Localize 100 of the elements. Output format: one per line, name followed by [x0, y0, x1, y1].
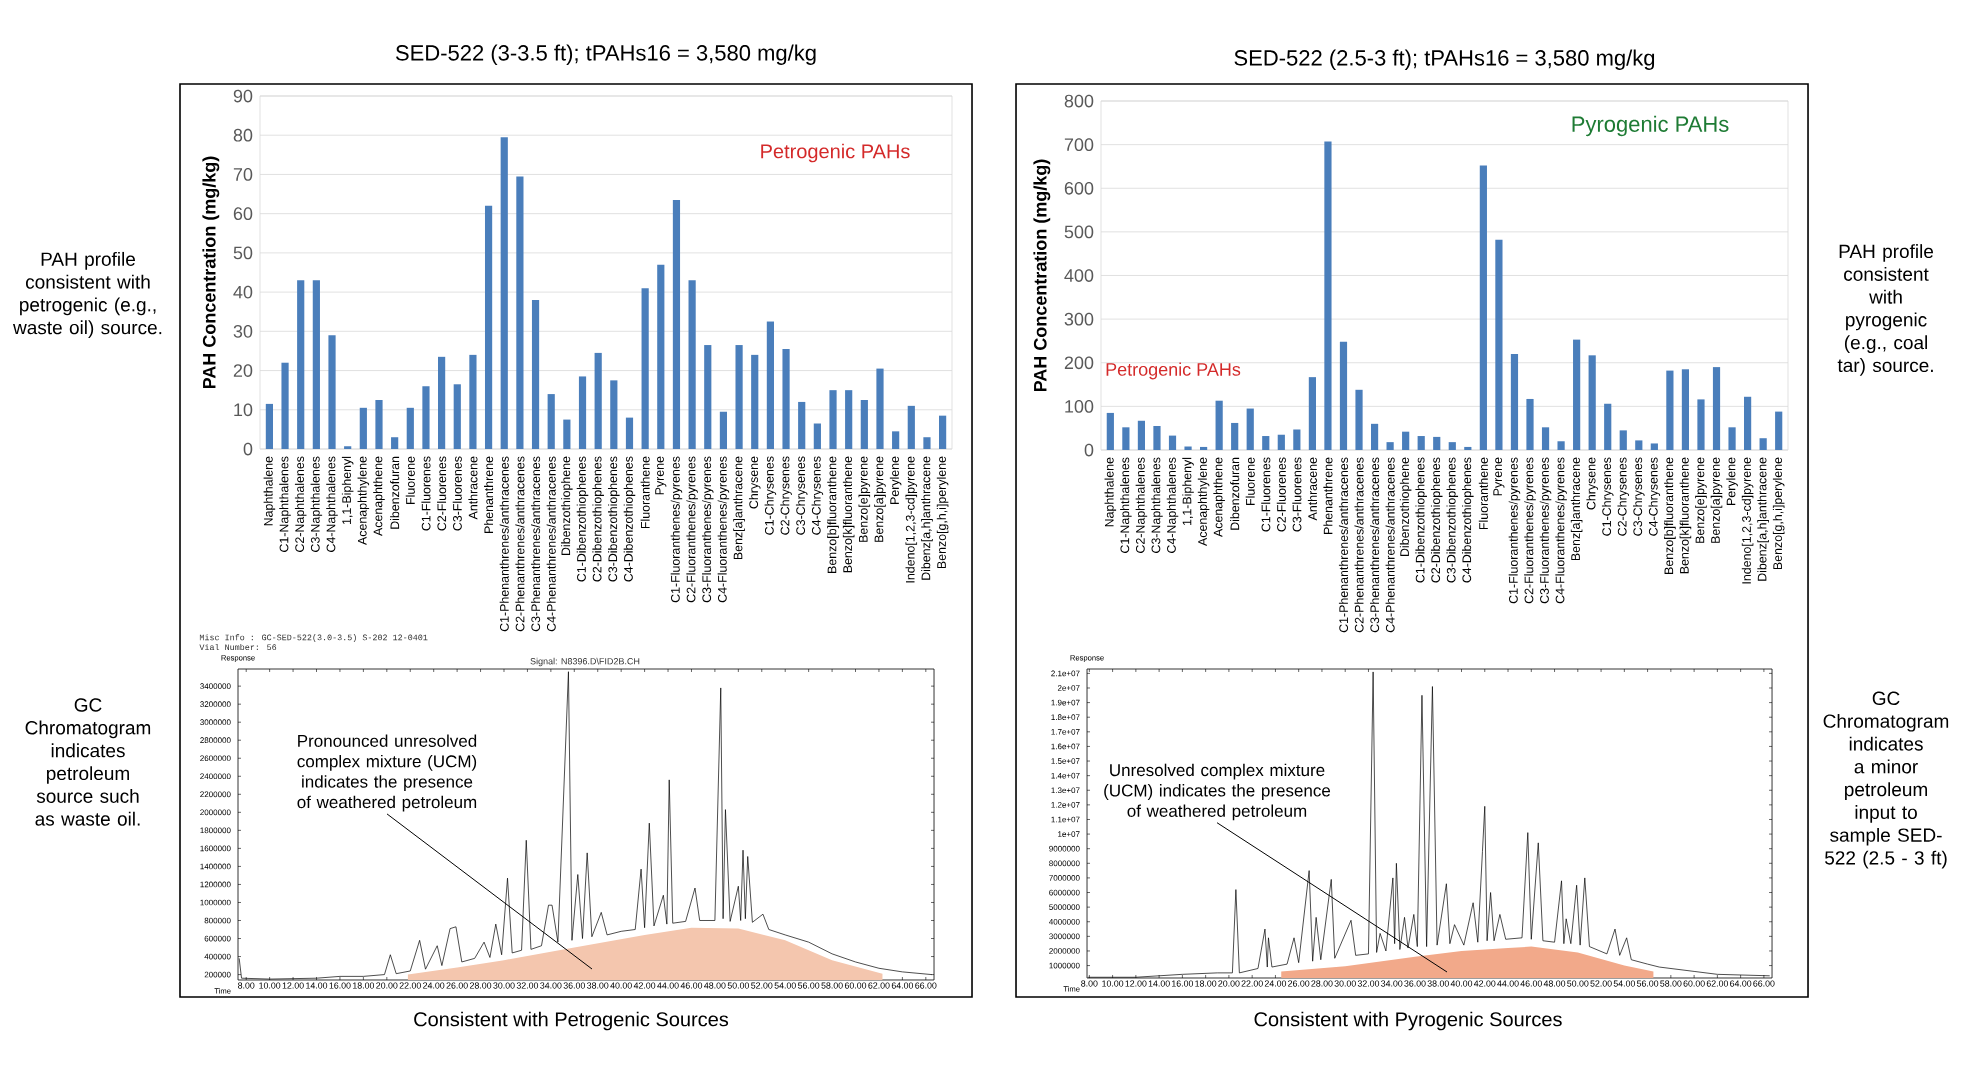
- x-tick-label: Dibenzothiophene: [561, 456, 573, 555]
- y-tick-label: 30: [233, 324, 253, 338]
- bar: [563, 419, 571, 449]
- bar: [1137, 420, 1146, 450]
- y-tick-label: 500: [1064, 225, 1094, 239]
- x-tick-label: 44.00: [1497, 980, 1519, 987]
- bar: [1386, 442, 1394, 450]
- bar: [813, 423, 821, 449]
- x-tick-label: C2-Fluorenes: [1276, 457, 1286, 532]
- bar: [1308, 377, 1316, 450]
- y-tick-label: 20: [233, 364, 253, 377]
- y-tick-label: 5000000: [1049, 904, 1080, 910]
- x-tick-label: 66.00: [915, 982, 937, 989]
- x-tick-label: 52.00: [751, 982, 773, 989]
- y-tick-label: 400000: [204, 953, 231, 960]
- bar: [312, 280, 320, 449]
- bar: [1262, 436, 1270, 450]
- bar: [375, 399, 383, 449]
- x-tick-label: Anthracene: [1307, 457, 1317, 521]
- bar: [1744, 396, 1752, 450]
- x-tick-label: 64.00: [891, 982, 914, 989]
- y-tick-label: 2000000: [1049, 948, 1080, 954]
- y-tick-label: 1.1e+07: [1051, 816, 1080, 823]
- x-tick-label: 60.00: [844, 982, 867, 989]
- x-tick-label: Dibenz[a,h]anthracene: [921, 456, 933, 580]
- x-tick-label: 12.00: [1125, 980, 1147, 987]
- x-tick-label: Benzo[k]fluoranthene: [842, 456, 855, 573]
- y-tick-label: 3000000: [1049, 933, 1080, 940]
- x-tick-label: C1-Fluorenes: [1261, 457, 1271, 532]
- x-tick-label: Benz[a]anthracene: [1570, 457, 1583, 561]
- y-tick-label: 80: [233, 128, 253, 142]
- bar: [1293, 429, 1301, 450]
- x-tick-label: 16.00: [329, 982, 351, 989]
- bar: [1650, 443, 1658, 450]
- x-tick-label: Perylene: [1726, 457, 1738, 505]
- y-tick-label: 1.2e+07: [1051, 802, 1080, 808]
- bar: [1339, 341, 1348, 450]
- y-tick-label: 8000000: [1049, 860, 1080, 867]
- x-tick-label: C2-Fluoranthenes/pyrenes: [1524, 457, 1536, 604]
- bar: [1277, 434, 1285, 450]
- bar: [735, 345, 743, 449]
- y-tick-label: 50: [233, 246, 253, 260]
- y-tick-label: 1e+07: [1058, 831, 1080, 837]
- bar: [1510, 354, 1519, 450]
- y-tick-label: 400: [1064, 269, 1094, 282]
- bar: [1153, 426, 1161, 450]
- chart-title: SED-522 (2.5-3 ft); tPAHs16 = 3,580 mg/kg: [1234, 49, 1655, 71]
- bar: [484, 205, 493, 449]
- x-tick-label: Dibenzothiophene: [1399, 457, 1412, 556]
- y-tick-label: 200: [1064, 356, 1094, 370]
- x-tick-label: Anthracene: [468, 456, 478, 520]
- bar: [1541, 427, 1550, 450]
- bar: [625, 417, 634, 449]
- text: Misc Info : GC-SED-522(3.0-3.5) S-202 12-0401: [199, 634, 428, 642]
- x-tick-label: C4-Phenanthrenes/anthracenes: [546, 456, 556, 632]
- x-tick-label: C4-Dibenzothiophenes: [1462, 457, 1474, 583]
- x-tick-label: 22.00: [1241, 980, 1263, 987]
- x-tick-label: C1-Phenanthrenes/anthracenes: [499, 456, 509, 632]
- y-tick-label: 1.6e+07: [1051, 743, 1080, 750]
- y-tick-label: 0: [243, 442, 253, 456]
- y-tick-label: 1.5e+07: [1051, 758, 1080, 764]
- text: PAH profile consistent with petrogenic (e.g., waste oil) source.: [13, 251, 162, 339]
- bar: [1324, 141, 1332, 450]
- bar: [359, 407, 367, 449]
- x-tick-label: C2-Fluoranthenes/pyrenes: [686, 456, 698, 603]
- x-tick-label: C1-Chrysenes: [1601, 457, 1614, 536]
- y-tick-label: 600000: [204, 935, 231, 942]
- x-tick-label: 1,1-Biphenyl: [1182, 457, 1194, 526]
- x-tick-label: 36.00: [563, 982, 585, 989]
- y-tick-label: 3400000: [200, 683, 231, 689]
- bar: [391, 437, 399, 449]
- x-tick-label: C1-Fluorenes: [421, 456, 431, 531]
- bar: [438, 356, 446, 449]
- bar: [1588, 355, 1596, 450]
- x-tick-label: C4-Dibenzothiophenes: [623, 456, 636, 582]
- bar: [469, 354, 477, 449]
- x-tick-label: Benz[a]anthracene: [733, 456, 745, 560]
- x-tick-label: 66.00: [1753, 980, 1775, 987]
- x-tick-label: 28.00: [1311, 980, 1333, 987]
- bar: [798, 401, 806, 449]
- x-tick-label: Acenaphthene: [373, 456, 385, 536]
- x-tick-label: 50.00: [727, 982, 750, 989]
- x-tick-label: C3-Fluoranthenes/pyrenes: [701, 456, 714, 603]
- y-tick-label: 1.8e+07: [1051, 714, 1080, 721]
- bar: [923, 437, 931, 449]
- text: GC Chromatogram indicates petroleum source such as waste oil.: [25, 698, 151, 826]
- bar: [1479, 165, 1487, 450]
- x-tick-label: 64.00: [1730, 980, 1752, 987]
- x-tick-label: Benzo[b]fluoranthene: [1664, 457, 1676, 574]
- bar: [1231, 422, 1239, 450]
- annotation: Unresolved complex mixture (UCM) indicates the presence of weathered petroleum: [1104, 763, 1331, 821]
- y-tick-label: 90: [233, 89, 253, 103]
- y-tick-label: 2e+07: [1057, 685, 1080, 691]
- bar: [657, 264, 665, 449]
- x-tick-label: 12.00: [282, 982, 304, 989]
- bar: [578, 376, 587, 449]
- x-tick-label: C1-Dibenzothiophenes: [576, 456, 589, 582]
- bar: [1759, 438, 1767, 450]
- x-tick-label: Naphthalene: [1104, 457, 1117, 527]
- bar: [500, 137, 508, 449]
